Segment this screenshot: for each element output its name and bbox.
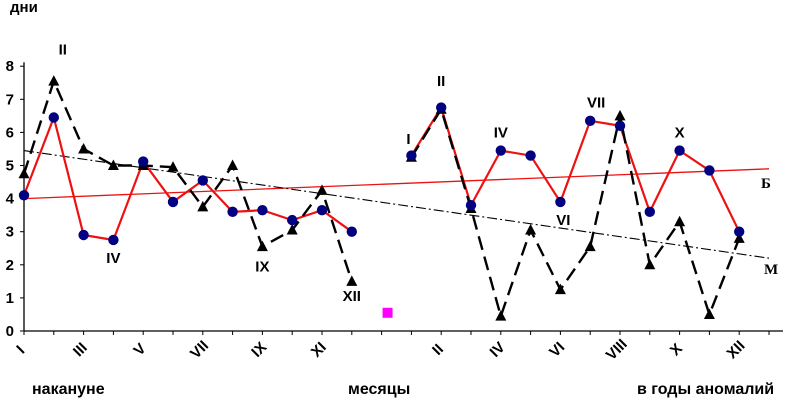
x-tick-label: V	[130, 340, 149, 359]
circle-point	[108, 234, 119, 246]
bottom-label-center: месяцы	[348, 381, 410, 398]
annotation-label: IV	[494, 124, 508, 141]
triangle-point	[703, 308, 715, 319]
circle-point	[734, 226, 745, 237]
circle-point	[465, 200, 477, 211]
y-tick-label: 0	[6, 323, 14, 340]
triangle-point	[107, 159, 119, 170]
circle-point	[287, 214, 298, 226]
triangle-point	[286, 224, 298, 235]
circle-point	[525, 150, 536, 161]
series-dashed-line	[410, 106, 741, 321]
circle-point	[406, 150, 417, 161]
circle-point	[644, 206, 655, 218]
circle-point	[346, 226, 357, 237]
triangle-point	[18, 167, 30, 179]
x-tick-label: III	[70, 339, 91, 360]
annotation-label: IV	[106, 250, 120, 267]
x-tick-label: XII	[724, 337, 749, 362]
y-tick-label: 8	[6, 58, 14, 75]
x-tick-label: VI	[546, 339, 568, 361]
triangle-point	[346, 275, 358, 286]
x-tick-label: VIII	[603, 336, 631, 364]
annotation-label: I	[406, 131, 410, 148]
circle-point	[674, 145, 685, 156]
triangle-point	[554, 283, 566, 295]
x-tick-label: I	[13, 342, 28, 357]
triangle-point	[316, 184, 328, 195]
circle-point	[48, 112, 59, 123]
trendlines	[23, 150, 770, 259]
annotation-label: IX	[255, 258, 269, 275]
annotation-label: XII	[343, 288, 361, 305]
bottom-label-right: в годы аномалий	[637, 381, 774, 398]
labels: дни Б М накануне месяцы в годы аномалий …	[10, 0, 778, 398]
y-tick-label: 1	[6, 290, 14, 307]
dashed-trend-line	[23, 150, 770, 259]
magenta-square-point	[382, 307, 393, 318]
triangle-point	[167, 161, 179, 172]
x-tick-label: IV	[487, 339, 509, 361]
annotation-label: II	[437, 73, 445, 90]
y-axis-label: дни	[10, 0, 38, 16]
line-label-red: Б	[761, 176, 771, 192]
circle-point	[138, 156, 149, 167]
bottom-label-left: накануне	[32, 381, 105, 398]
annotation-label: II	[59, 42, 67, 59]
x-tick-label: XI	[308, 339, 330, 361]
circle-point	[167, 196, 179, 208]
triangle-point	[495, 310, 507, 321]
triangle-point	[48, 75, 60, 86]
markers	[18, 75, 745, 321]
triangle-point	[644, 258, 656, 270]
series-dashed-line	[22, 77, 353, 282]
triangle-point	[614, 109, 626, 121]
triangle-point	[525, 224, 537, 235]
circle-point	[257, 204, 268, 216]
series	[22, 77, 741, 321]
triangle-point	[674, 215, 686, 227]
circle-point	[316, 204, 328, 216]
circle-point	[495, 145, 506, 156]
series-red-line	[22, 113, 353, 242]
annotation-label: VII	[587, 95, 605, 112]
circle-point	[436, 102, 447, 113]
line-label-dashed: М	[764, 262, 778, 278]
triangle-point	[197, 200, 209, 212]
circle-point	[78, 229, 89, 241]
annotation-label: VI	[556, 212, 570, 229]
y-tick-label: 5	[6, 158, 14, 175]
x-tick-label: X	[667, 340, 686, 359]
circle-point	[704, 165, 715, 176]
y-tick-label: 3	[6, 224, 14, 241]
y-tick-label: 7	[6, 91, 14, 108]
x-tick-label: IX	[248, 339, 270, 361]
triangle-point	[584, 240, 596, 252]
triangle-point	[78, 142, 90, 154]
series-red-line	[410, 104, 741, 233]
x-tick-label: VII	[187, 337, 212, 362]
circle-point	[197, 175, 208, 186]
red-trend-line	[23, 168, 770, 200]
triangle-point	[256, 240, 268, 252]
circle-point	[614, 120, 626, 131]
circle-point	[585, 115, 596, 127]
circle-point	[18, 190, 30, 201]
y-tick-label: 4	[6, 191, 15, 208]
circle-point	[555, 196, 566, 208]
y-tick-label: 6	[6, 124, 14, 141]
annotation-label: X	[675, 124, 685, 141]
triangle-point	[227, 159, 239, 170]
circle-point	[227, 206, 238, 218]
triangle-point	[733, 232, 745, 243]
y-tick-label: 2	[6, 257, 14, 274]
x-tick-label: II	[429, 341, 447, 359]
